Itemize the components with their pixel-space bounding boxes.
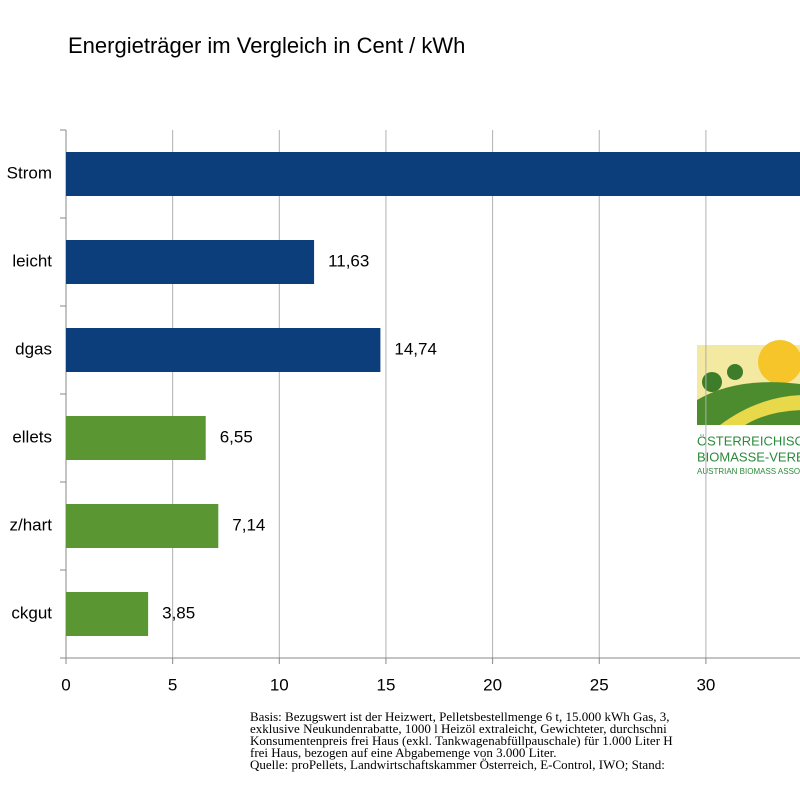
x-tick-label: 5 <box>168 675 177 694</box>
logo-sun <box>758 340 800 384</box>
category-label: ckgut <box>11 603 52 622</box>
bar <box>66 152 800 196</box>
footnote: Basis: Bezugswert ist der Heizwert, Pell… <box>250 709 670 724</box>
bar <box>66 328 381 372</box>
x-tick-label: 20 <box>483 675 502 694</box>
chart-title: Energieträger im Vergleich in Cent / kWh <box>68 33 465 58</box>
footnote: frei Haus, bezogen auf eine Abgabemenge … <box>250 745 556 760</box>
value-label: 3,85 <box>162 603 195 622</box>
logo-tree <box>702 372 722 392</box>
footnote: exklusive Neukundenrabatte, 1000 l Heizö… <box>250 721 667 736</box>
category-label: leicht <box>12 251 52 270</box>
logo-text: BIOMASSE-VERBA <box>697 449 800 464</box>
logo-path <box>720 395 800 425</box>
bar <box>66 592 149 636</box>
logo-text: AUSTRIAN BIOMASS ASSOCIATI <box>697 467 800 476</box>
value-label: 14,74 <box>394 339 437 358</box>
bar <box>66 240 315 284</box>
logo: ÖSTERREICHISCH BIOMASSE-VERBA AUSTRIAN B… <box>697 340 800 476</box>
logo-tree <box>727 364 743 380</box>
x-tick-label: 15 <box>376 675 395 694</box>
x-tick-label: 30 <box>696 675 715 694</box>
logo-hill <box>697 382 800 425</box>
category-label: z/hart <box>9 515 52 534</box>
category-label: Strom <box>7 163 52 182</box>
logo-text: ÖSTERREICHISCH <box>697 433 800 448</box>
x-tick-label: 0 <box>61 675 70 694</box>
x-tick-label: 10 <box>270 675 289 694</box>
footnote: Quelle: proPellets, Landwirtschaftskamme… <box>250 757 665 772</box>
footnote: Konsumentenpreis frei Haus (exkl. Tankwa… <box>250 733 673 748</box>
value-label: 7,14 <box>232 515 265 534</box>
category-label: dgas <box>15 339 52 358</box>
bar <box>66 416 206 460</box>
category-label: ellets <box>12 427 52 446</box>
bar <box>66 504 219 548</box>
x-tick-label: 25 <box>590 675 609 694</box>
value-label: 11,63 <box>328 251 369 270</box>
value-label: 6,55 <box>220 427 253 446</box>
